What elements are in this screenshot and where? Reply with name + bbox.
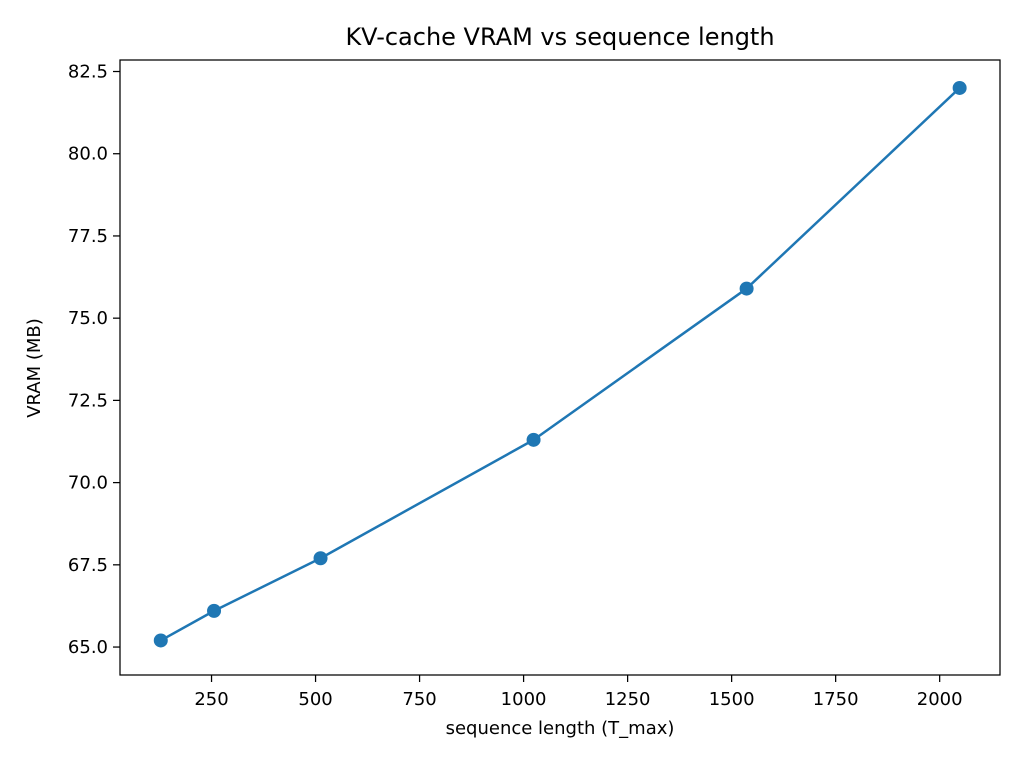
x-tick-label: 1500	[709, 689, 755, 710]
y-tick-label: 72.5	[68, 390, 108, 411]
data-point	[526, 432, 541, 447]
x-tick-label: 1000	[501, 689, 547, 710]
chart-title: KV-cache VRAM vs sequence length	[345, 23, 774, 51]
y-tick-label: 67.5	[68, 555, 108, 576]
data-point	[207, 603, 222, 618]
y-tick-label: 75.0	[68, 308, 108, 329]
x-tick-label: 1750	[813, 689, 859, 710]
x-tick-label: 250	[194, 689, 228, 710]
x-tick-label: 2000	[917, 689, 963, 710]
y-tick-label: 82.5	[68, 62, 108, 83]
y-tick-label: 65.0	[68, 637, 108, 658]
data-point	[153, 633, 168, 648]
data-point	[739, 281, 754, 296]
y-axis-ticks: 65.0 67.5 70.0 72.5 75.0 77.5 80.0 82.5	[68, 62, 120, 658]
y-axis-label: VRAM (MB)	[24, 318, 45, 418]
series-line	[159, 86, 961, 642]
y-tick-label: 70.0	[68, 473, 108, 494]
y-tick-label: 77.5	[68, 226, 108, 247]
x-tick-label: 1250	[605, 689, 651, 710]
x-axis-label: sequence length (T_max)	[446, 718, 675, 739]
data-point	[313, 551, 328, 566]
x-tick-label: 500	[298, 689, 332, 710]
y-tick-label: 80.0	[68, 144, 108, 165]
plot-area	[153, 80, 967, 648]
plot-frame	[119, 59, 1001, 676]
data-point	[952, 80, 967, 95]
x-tick-label: 750	[402, 689, 436, 710]
x-axis-ticks: 250 500 750 1000 1250 1500 1750 2000	[194, 675, 963, 710]
